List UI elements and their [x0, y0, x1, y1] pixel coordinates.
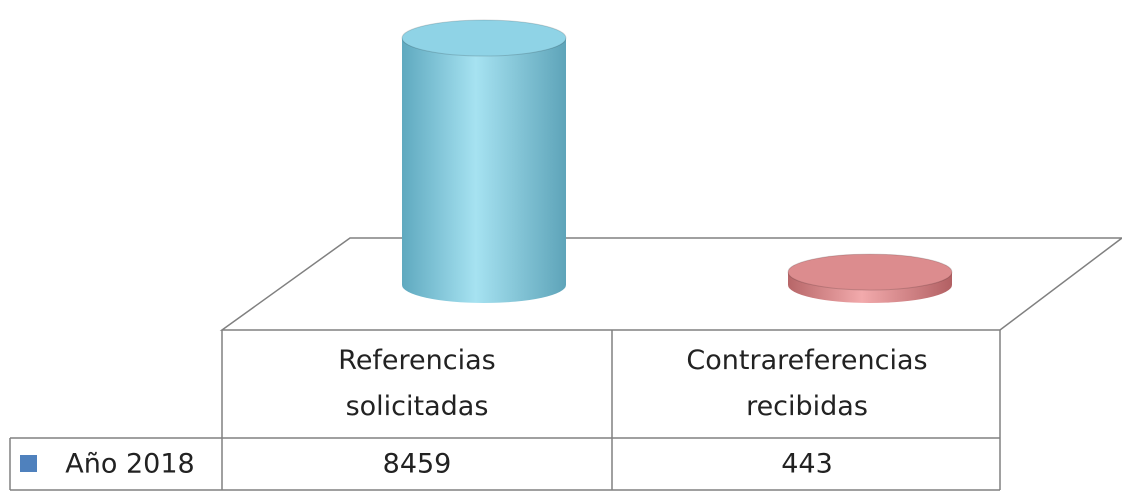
- cylinder-top: [401, 19, 567, 57]
- value-label: 443: [781, 449, 833, 480]
- cylinder-top: [787, 253, 953, 291]
- floor-plane: [219, 237, 1122, 331]
- cylinder: [787, 253, 953, 303]
- value-label: 8459: [383, 449, 452, 480]
- category-label: Contrareferencias recibidas: [686, 345, 927, 422]
- plot: [401, 19, 953, 303]
- category-label: Referencias solicitadas: [338, 345, 495, 422]
- cylinder-body: [402, 38, 566, 303]
- cylinder: [401, 19, 567, 303]
- floor: [219, 237, 1122, 331]
- legend-label: Año 2018: [65, 449, 194, 480]
- legend-swatch: [20, 455, 37, 472]
- data-table: [9, 330, 1001, 491]
